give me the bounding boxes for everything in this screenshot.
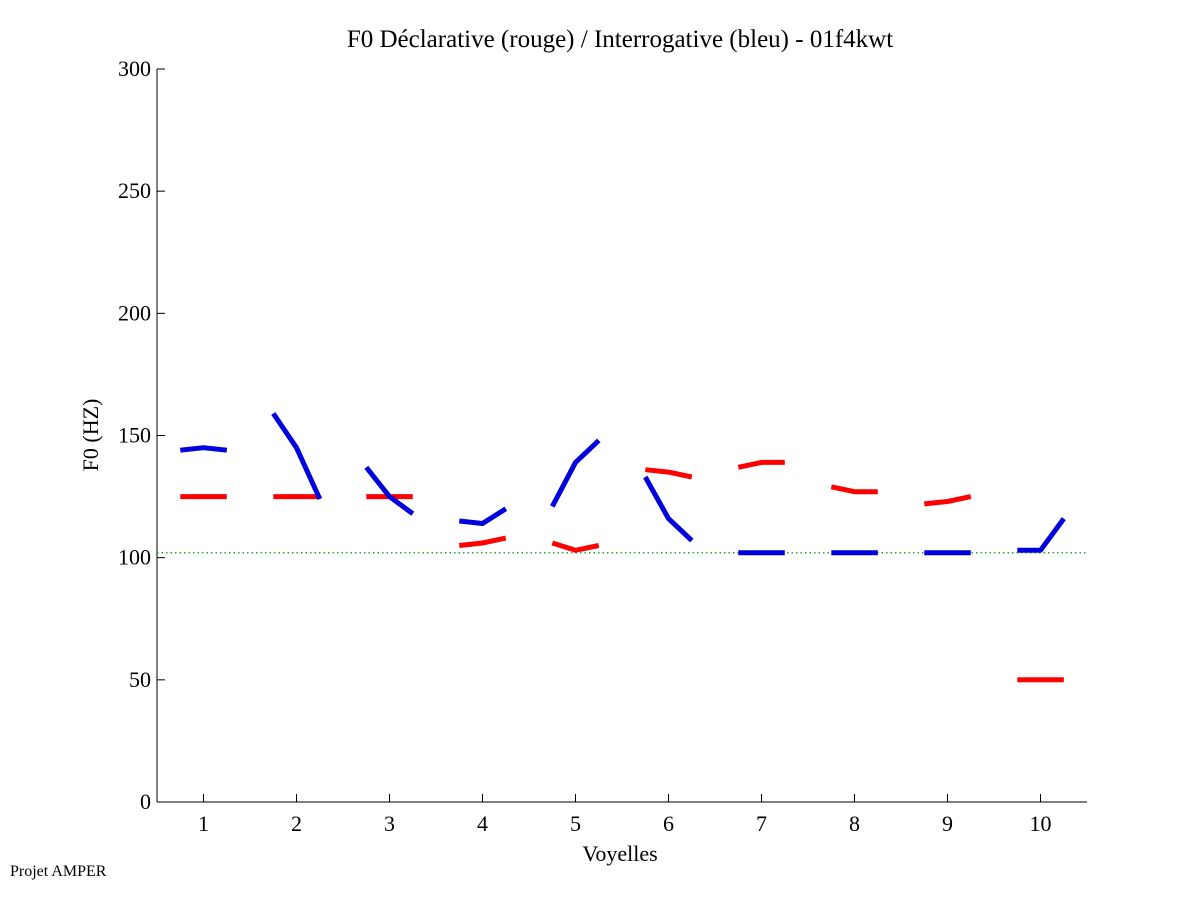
y-tick-label: 200 (118, 300, 151, 325)
x-tick-label: 4 (477, 811, 488, 836)
series-segment-6 (645, 467, 693, 480)
x-tick-label: 3 (384, 811, 395, 836)
x-axis: 1 2 3 4 5 6 7 8 9 10 (157, 794, 1087, 836)
x-tick-label: 6 (663, 811, 674, 836)
chart-title: F0 Déclarative (rouge) / Interrogative (… (347, 26, 893, 53)
series-segment-4 (459, 535, 507, 548)
x-tick-label: 7 (756, 811, 767, 836)
series-interrogative (180, 412, 1066, 556)
y-axis: 0 50 100 150 200 250 300 (118, 56, 165, 814)
series-segment-4 (459, 506, 508, 526)
y-tick-label: 100 (118, 545, 151, 570)
series-segment-5 (550, 438, 601, 508)
series-segment-2 (271, 412, 323, 501)
y-tick-label: 250 (118, 178, 151, 203)
y-tick-label: 50 (129, 667, 151, 692)
series-segment-3 (364, 465, 415, 516)
series-layer (180, 412, 1066, 683)
series-segment-5 (551, 540, 600, 553)
footer-credit: Projet AMPER (10, 863, 107, 880)
series-segment-1 (180, 445, 228, 453)
x-tick-label: 10 (1030, 811, 1052, 836)
x-tick-label: 1 (198, 811, 209, 836)
series-segment-7 (737, 459, 785, 470)
series-segment-10 (1017, 517, 1066, 553)
y-tick-label: 0 (140, 789, 151, 814)
plot-area (157, 69, 1087, 802)
x-tick-label: 8 (849, 811, 860, 836)
series-segment-9 (924, 494, 972, 507)
y-tick-label: 300 (118, 56, 151, 81)
series-segment-6 (643, 475, 694, 543)
series-declarative (180, 459, 1064, 683)
x-tick-label: 2 (291, 811, 302, 836)
y-tick-label: 150 (118, 423, 151, 448)
series-segment-8 (830, 484, 878, 495)
x-axis-label: Voyelles (582, 841, 657, 866)
y-axis-label: F0 (HZ) (78, 399, 103, 472)
x-tick-label: 9 (942, 811, 953, 836)
x-tick-label: 5 (570, 811, 581, 836)
